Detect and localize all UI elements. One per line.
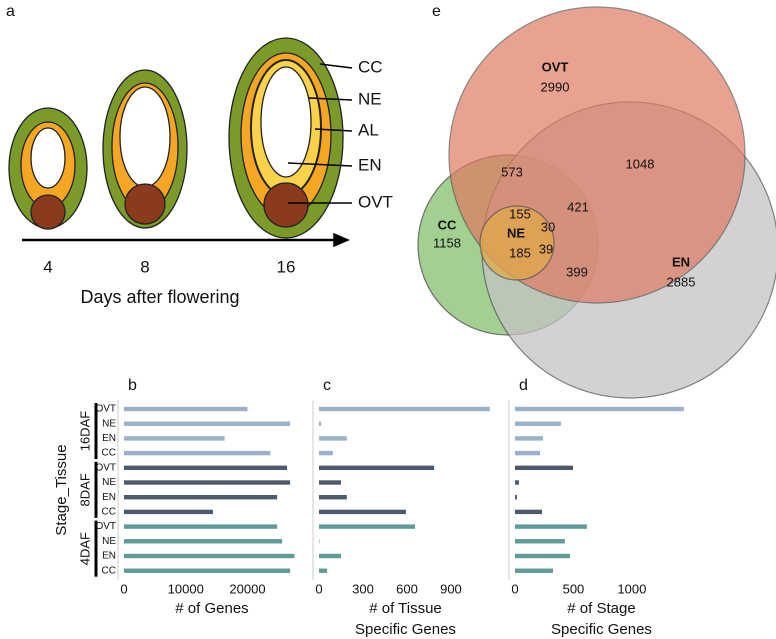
bar xyxy=(319,568,328,573)
region-count: 1048 xyxy=(626,156,655,171)
y-tick-label: EN xyxy=(102,492,116,503)
bar xyxy=(319,480,341,485)
panel-label: a xyxy=(6,3,15,20)
bar xyxy=(319,406,490,412)
y-tick-label: NE xyxy=(102,418,116,429)
bar xyxy=(515,450,541,456)
x-axis-label: Specific Genes xyxy=(355,621,456,638)
layer-label: CC xyxy=(358,57,383,76)
layer-label: AL xyxy=(358,120,379,139)
region-count: 421 xyxy=(567,199,589,214)
layer-label: OVT xyxy=(358,192,393,211)
bar xyxy=(319,450,333,456)
bar xyxy=(515,495,517,500)
bar xyxy=(124,421,291,426)
bar xyxy=(515,436,544,441)
x-tick-label: 1000 xyxy=(617,581,646,596)
bar xyxy=(515,568,553,573)
y-tick-label: CC xyxy=(102,448,116,459)
x-tick-label: 500 xyxy=(563,581,585,596)
bar xyxy=(124,436,225,441)
bar xyxy=(515,406,684,412)
day-label: 16 xyxy=(277,257,296,276)
bar xyxy=(124,509,213,515)
bar xyxy=(124,450,271,456)
region-count: 573 xyxy=(501,164,523,179)
y-tick-label: EN xyxy=(102,551,116,562)
region-count: 399 xyxy=(566,264,588,279)
group-label: 16DAF xyxy=(77,411,92,452)
region-count: 39 xyxy=(539,241,553,256)
y-tick-label: NE xyxy=(102,477,116,488)
x-tick-label: 0 xyxy=(315,581,322,596)
panel-label: e xyxy=(432,3,441,20)
x-tick-label: 10000 xyxy=(168,581,204,596)
bar xyxy=(124,495,278,500)
bar xyxy=(319,421,322,426)
y-tick-label: NE xyxy=(102,536,116,547)
region-count: 155 xyxy=(509,206,531,221)
set-name: EN xyxy=(672,254,690,269)
layer-label: NE xyxy=(358,89,382,108)
x-axis-label: Days after flowering xyxy=(80,287,239,307)
bar xyxy=(319,495,347,500)
bar xyxy=(124,553,295,559)
x-tick-label: 600 xyxy=(396,581,418,596)
x-tick-label: 0 xyxy=(511,581,518,596)
set-name: OVT xyxy=(542,59,569,74)
day-label: 4 xyxy=(43,257,52,276)
bar xyxy=(515,465,573,470)
bar xyxy=(124,524,278,529)
panel-label: c xyxy=(323,377,331,394)
y-tick-label: EN xyxy=(102,433,116,444)
x-tick-label: 900 xyxy=(440,581,462,596)
bar xyxy=(319,436,347,441)
bar xyxy=(319,509,406,515)
bar xyxy=(124,539,283,544)
y-tick-label: CC xyxy=(102,565,116,576)
ovule-diagram xyxy=(8,37,344,239)
x-axis-label: Specific Genes xyxy=(551,621,652,638)
bar xyxy=(515,509,543,515)
region-count: 30 xyxy=(541,219,555,234)
set-count: 2885 xyxy=(667,274,696,289)
set-name: CC xyxy=(438,217,457,232)
venn-diagram xyxy=(417,6,776,399)
group-label: 8DAF xyxy=(77,473,92,506)
x-axis-label: # of Genes xyxy=(175,600,248,617)
y-tick-label: OVT xyxy=(95,404,116,415)
day-label: 8 xyxy=(140,257,149,276)
y-tick-label: CC xyxy=(102,507,116,518)
set-count: 2990 xyxy=(541,79,570,94)
panel-label: d xyxy=(519,377,528,394)
bar xyxy=(319,553,341,559)
bar xyxy=(319,465,435,470)
y-tick-label: OVT xyxy=(95,462,116,473)
x-tick-label: 300 xyxy=(352,581,374,596)
bar xyxy=(515,421,561,426)
bar xyxy=(124,480,291,485)
set-count: 1158 xyxy=(433,235,461,250)
bar xyxy=(515,539,565,544)
bar xyxy=(124,465,288,470)
bar xyxy=(319,524,416,529)
set-name: NE xyxy=(507,225,525,240)
x-tick-label: 0 xyxy=(120,581,127,596)
pointer-arrows xyxy=(22,63,353,248)
bar xyxy=(124,568,291,573)
bar xyxy=(124,406,248,412)
y-tick-label: OVT xyxy=(95,521,116,532)
x-axis-label: # of Tissue xyxy=(369,600,442,617)
y-axis-label: Stage_Tissue xyxy=(53,444,70,535)
region-count: 185 xyxy=(509,245,531,260)
group-label: 4DAF xyxy=(77,532,92,565)
x-axis-label: # of Stage xyxy=(567,600,635,617)
layer-label: EN xyxy=(358,155,382,174)
bar xyxy=(515,480,519,485)
x-tick-label: 20000 xyxy=(229,581,265,596)
panel-label: b xyxy=(128,377,137,394)
bar xyxy=(515,553,570,559)
bar xyxy=(515,524,587,529)
